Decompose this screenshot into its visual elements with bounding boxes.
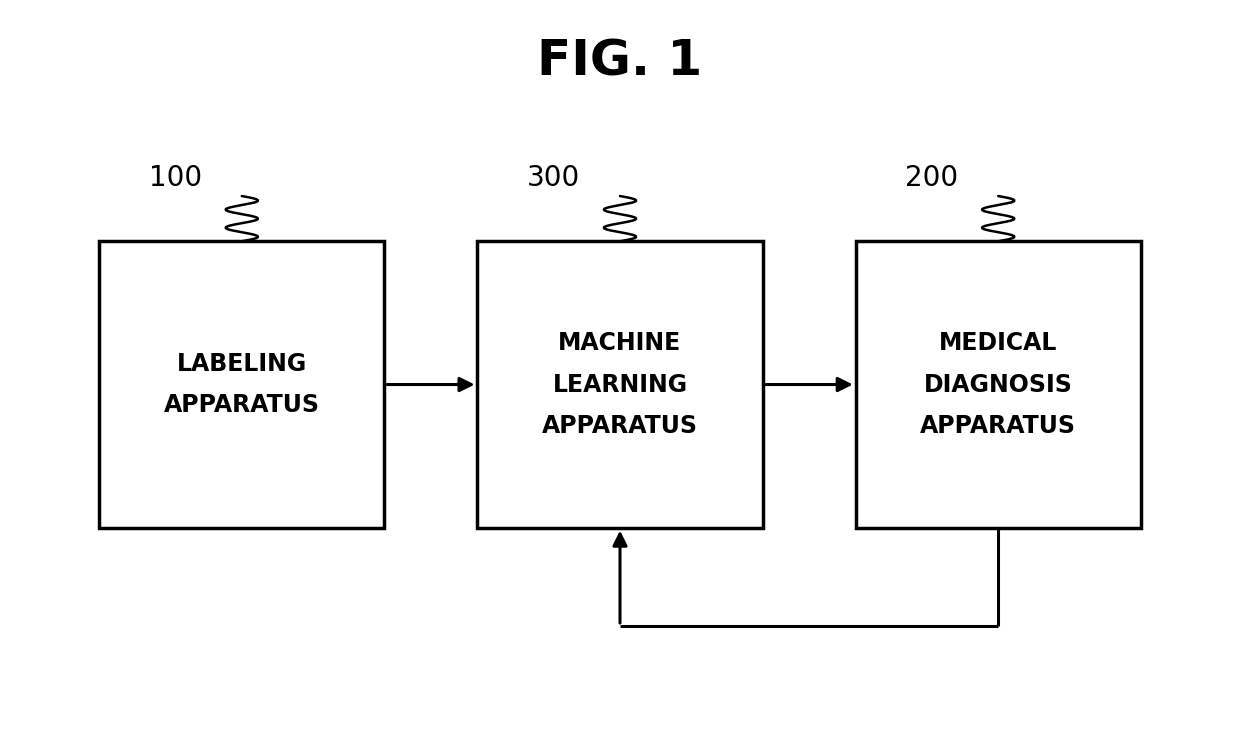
FancyBboxPatch shape xyxy=(99,241,384,528)
Text: 100: 100 xyxy=(149,164,202,192)
Text: MACHINE
LEARNING
APPARATUS: MACHINE LEARNING APPARATUS xyxy=(542,332,698,437)
Text: 200: 200 xyxy=(905,164,959,192)
Text: 300: 300 xyxy=(527,164,580,192)
FancyBboxPatch shape xyxy=(477,241,763,528)
Text: MEDICAL
DIAGNOSIS
APPARATUS: MEDICAL DIAGNOSIS APPARATUS xyxy=(920,332,1076,437)
FancyBboxPatch shape xyxy=(856,241,1141,528)
Text: LABELING
APPARATUS: LABELING APPARATUS xyxy=(164,352,320,417)
Text: FIG. 1: FIG. 1 xyxy=(537,38,703,86)
